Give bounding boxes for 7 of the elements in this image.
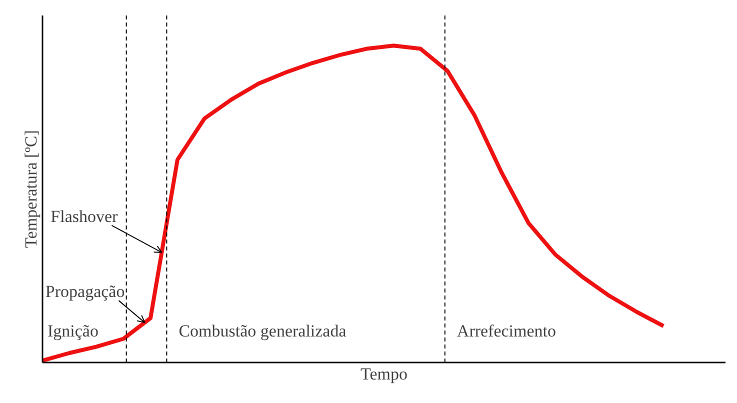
annotation: Combustão generalizada <box>178 322 347 340</box>
y-axis-title: Temperatura [ºC] <box>22 130 40 248</box>
annotation: Ignição <box>48 322 98 340</box>
annotation: Flashover <box>50 206 118 226</box>
x-axis-title: Tempo <box>360 364 408 384</box>
annotation: Propagação <box>45 282 125 302</box>
annotation: Arrefecimento <box>456 322 556 340</box>
